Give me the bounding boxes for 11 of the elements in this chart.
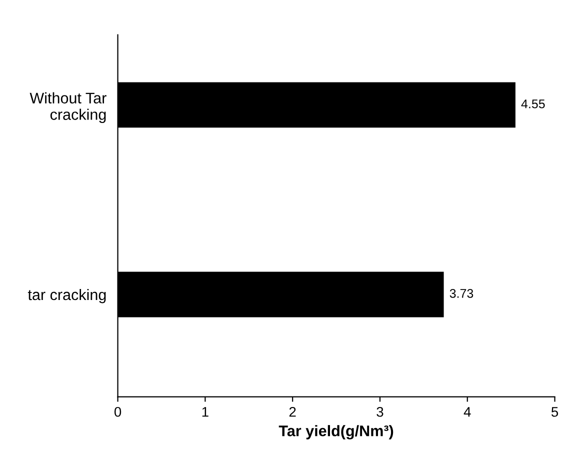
y-tick-label: tar cracking (28, 288, 106, 304)
x-tick-label: 5 (551, 407, 558, 417)
data-label: 3.73 (450, 289, 474, 298)
x-tick-label: 3 (376, 406, 384, 417)
x-tick-label: 1 (202, 407, 208, 417)
x-axis-title: Tar yield(g/Nm³) (278, 425, 394, 440)
data-label: 4.55 (521, 100, 545, 108)
x-tick-label: 0 (114, 406, 122, 417)
y-tick-label: Without Tar cracking (30, 92, 106, 123)
x-tick-label: 2 (289, 406, 296, 417)
x-tick-label: 4 (464, 407, 471, 417)
